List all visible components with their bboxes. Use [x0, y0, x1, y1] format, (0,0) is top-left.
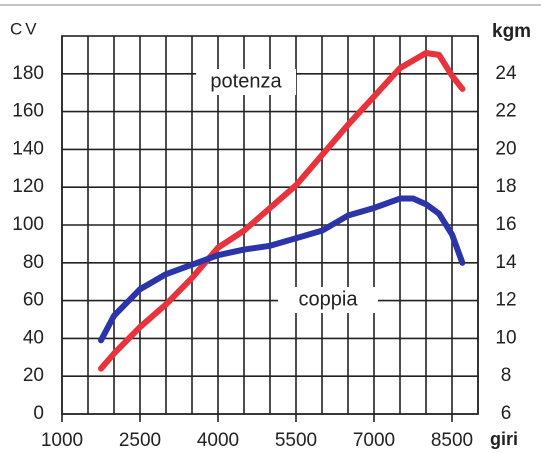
y2-tick-label: 8: [501, 365, 512, 386]
y-tick-label: 0: [33, 403, 44, 424]
y2-tick-label: 12: [495, 290, 516, 311]
x-tick-label: 7000: [353, 430, 395, 451]
y2-tick-label: 16: [495, 214, 516, 235]
series-line: [98, 195, 466, 344]
y2-tick-label: 22: [495, 101, 516, 122]
y-tick-label: 140: [12, 138, 44, 159]
y2-tick-label: 18: [495, 176, 516, 197]
plot-frame: [61, 35, 479, 415]
x-axis-label: giri: [490, 429, 518, 449]
y-tick-label: 180: [12, 63, 44, 84]
y-tick-label: 160: [12, 101, 44, 122]
x-tick-label: 1000: [41, 430, 83, 451]
series-line: [98, 50, 466, 372]
y-axis-label: CV: [10, 19, 40, 38]
y-tick-label: 100: [12, 214, 44, 235]
x-tick-label: 5500: [275, 430, 317, 451]
label-box: [196, 69, 296, 95]
x-tick-label: 8500: [431, 430, 473, 451]
label-box: [278, 287, 378, 313]
y-tick-label: 60: [23, 290, 44, 311]
y2-tick-label: 10: [495, 327, 516, 348]
y2-tick-label: 24: [495, 63, 517, 84]
y2-tick-label: 20: [495, 138, 516, 159]
y2-tick-label: 6: [501, 403, 512, 424]
y2-axis-label: kgm: [492, 21, 531, 42]
x-tick-label: 2500: [119, 430, 161, 451]
y2-tick-label: 14: [495, 252, 517, 273]
y-tick-label: 120: [12, 176, 44, 197]
y-tick-label: 20: [23, 365, 44, 386]
series-label: coppia: [299, 288, 359, 310]
x-tick-label: 4000: [197, 430, 239, 451]
series-label: potenza: [210, 70, 282, 92]
y-tick-label: 80: [23, 252, 44, 273]
y-tick-label: 40: [23, 327, 44, 348]
